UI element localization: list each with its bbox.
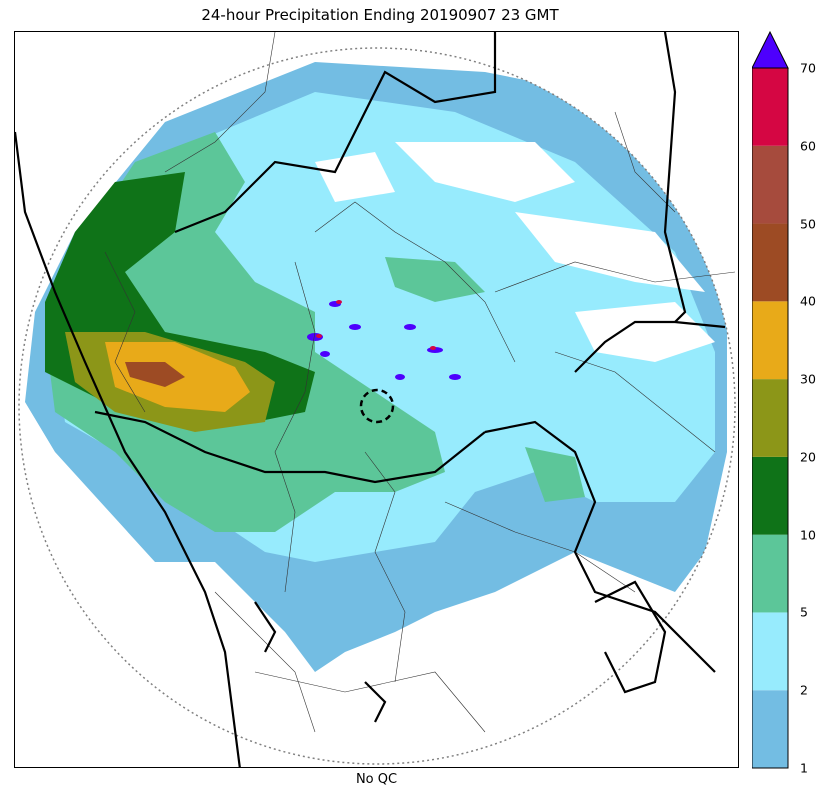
- no-precip-gap: [395, 142, 575, 202]
- colorbar-outline: [751, 67, 789, 769]
- precip-band-40-50: [125, 362, 185, 387]
- colorbar-band: [752, 456, 788, 535]
- no-precip-gap: [515, 212, 705, 292]
- colorbar-tick-label: 5: [800, 604, 808, 620]
- chart-title: 24-hour Precipitation Ending 20190907 23…: [201, 6, 559, 24]
- coastline: [15, 131, 241, 767]
- colorbar-tick-label: 30: [800, 371, 816, 387]
- colorbar-band: [752, 301, 788, 380]
- colorbar-band: [752, 145, 788, 224]
- radar-site-marker: [359, 388, 395, 424]
- radar-range-ring: [18, 47, 736, 765]
- radar-map: [15, 32, 736, 767]
- colorbar-tick-label: 2: [800, 682, 808, 698]
- state-boundaries: [15, 32, 726, 767]
- colorbar-band: [752, 612, 788, 691]
- colorbar-band: [752, 534, 788, 613]
- colorbar-tick-label: 1: [800, 760, 808, 776]
- colorbar-tick-label: 50: [800, 216, 816, 232]
- colorbar-band: [752, 690, 788, 768]
- colorbar-extend-triangle: [751, 30, 789, 69]
- map-panel: [14, 31, 739, 768]
- colorbar-tick-label: 70: [800, 60, 816, 76]
- precip-band-5-10: [525, 447, 585, 502]
- colorbar-tick-label: 60: [800, 138, 816, 154]
- colorbar-band: [752, 223, 788, 302]
- precip-cells-60-70: [316, 300, 436, 350]
- colorbar-tick-label: 10: [800, 527, 816, 543]
- x-axis-label: No QC: [355, 772, 398, 787]
- colorbar-tick-label: 40: [800, 293, 816, 309]
- colorbar-band: [752, 379, 788, 457]
- precip-band-5-10: [385, 257, 485, 302]
- precipitation-field: [25, 62, 727, 672]
- no-precip-gap: [315, 152, 395, 202]
- colorbar: [751, 30, 792, 770]
- colorbar-graphic: [751, 30, 789, 769]
- colorbar-band: [752, 68, 788, 146]
- colorbar-tick-label: 20: [800, 449, 816, 465]
